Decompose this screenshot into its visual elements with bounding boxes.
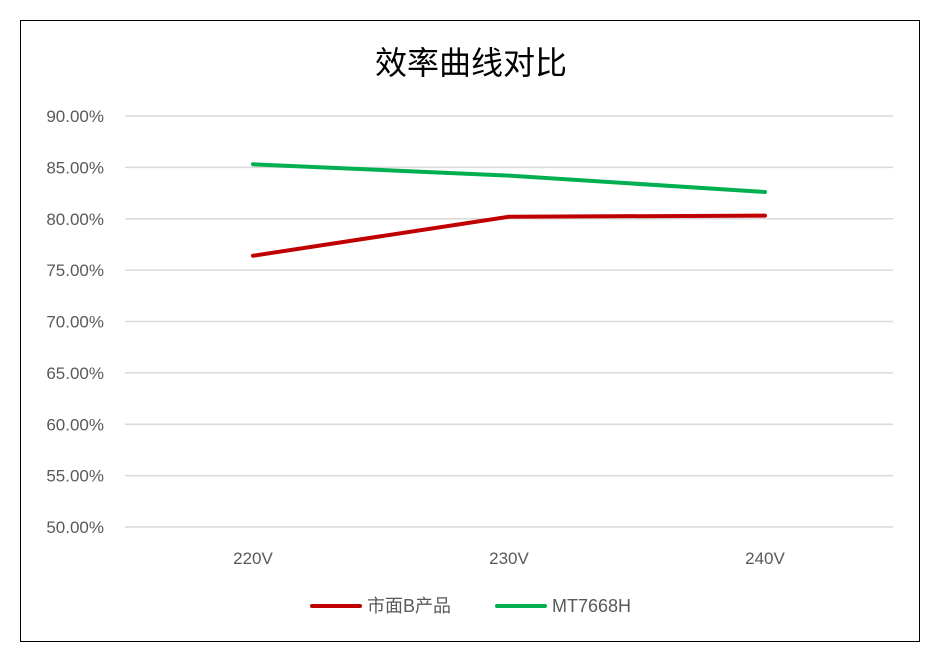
x-tick-label: 230V [489,549,529,568]
chart-frame [20,20,920,642]
y-tick-label: 50.00% [46,518,104,537]
y-tick-label: 85.00% [46,158,104,177]
chart-title: 效率曲线对比 [375,45,567,81]
series-line-1 [251,162,767,195]
y-tick-label: 60.00% [46,415,104,434]
y-tick-label: 75.00% [46,261,104,280]
y-tick-label: 90.00% [46,107,104,126]
series-line-0 [251,213,767,258]
y-tick-label: 65.00% [46,364,104,383]
y-tick-label: 70.00% [46,313,104,332]
y-tick-label: 55.00% [46,467,104,486]
legend-label: 市面B产品 [367,596,451,616]
y-tick-label: 80.00% [46,210,104,229]
legend-label: MT7668H [552,596,631,616]
x-tick-label: 240V [745,549,785,568]
x-tick-label: 220V [233,549,273,568]
